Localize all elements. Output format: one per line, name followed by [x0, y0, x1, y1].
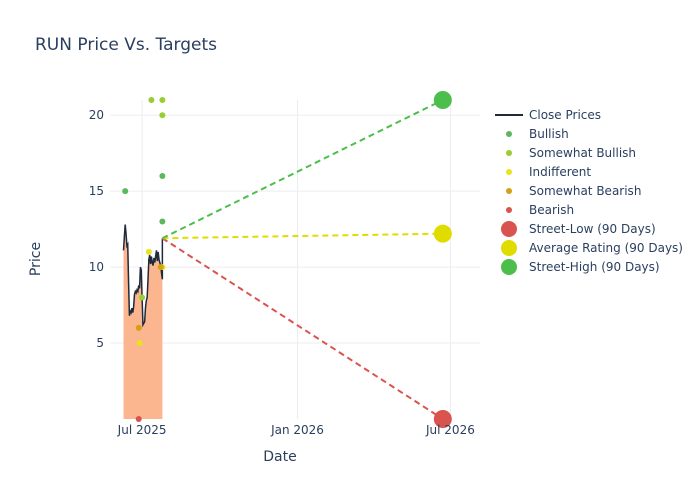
- target-line: [162, 232, 443, 240]
- y-tick-label: 10: [89, 260, 104, 274]
- rating-point: [159, 172, 166, 179]
- legend-swatch-dot: [506, 150, 512, 156]
- legend-swatch-dot: [506, 188, 512, 194]
- x-axis-label: Date: [263, 449, 296, 465]
- plot-layer: [122, 91, 452, 428]
- chart-title: RUN Price Vs. Targets: [35, 35, 217, 55]
- rating-point: [135, 416, 142, 422]
- rating-point: [122, 188, 129, 195]
- y-tick-label: 5: [96, 336, 104, 350]
- x-tick-label: Jan 2026: [270, 423, 324, 437]
- legend-label: Bullish: [529, 127, 569, 141]
- rating-point: [148, 97, 155, 103]
- rating-point: [136, 340, 143, 347]
- y-tick-label: 15: [89, 184, 104, 198]
- legend-label: Close Prices: [529, 108, 601, 122]
- legend-swatch-marker: [501, 259, 517, 275]
- target-line: [161, 99, 444, 240]
- rating-point: [157, 264, 164, 271]
- legend-label: Somewhat Bearish: [529, 184, 641, 198]
- legend-label: Somewhat Bullish: [529, 146, 636, 160]
- rating-point: [159, 112, 166, 119]
- rating-point: [159, 218, 166, 225]
- axis-layer: 5 10 15 20 Jul 2025 Jan 2026 Jul 2026: [89, 108, 475, 437]
- legend-label: Street-High (90 Days): [529, 260, 660, 274]
- target-marker: [433, 91, 452, 109]
- y-axis-label: Price: [28, 242, 44, 276]
- legend-label: Street-Low (90 Days): [529, 222, 656, 236]
- legend-swatch-marker: [501, 240, 517, 256]
- legend-label: Indifferent: [529, 165, 591, 179]
- target-line: [161, 237, 444, 420]
- y-tick-label: 20: [89, 108, 104, 122]
- legend-swatch-dot: [506, 131, 512, 137]
- rating-point: [159, 97, 166, 103]
- rating-point: [145, 248, 152, 255]
- close-price-line: [122, 224, 164, 328]
- target-marker: [433, 224, 452, 243]
- rating-point: [135, 324, 142, 331]
- legend-swatch-dot: [506, 169, 512, 175]
- x-tick-label: Jul 2026: [425, 423, 475, 437]
- x-tick-label: Jul 2025: [117, 423, 167, 437]
- legend-label: Bearish: [529, 203, 574, 217]
- legend-label: Average Rating (90 Days): [529, 241, 683, 255]
- target-marker: [433, 410, 452, 428]
- legend-swatch-marker: [501, 221, 517, 237]
- rating-point: [139, 294, 146, 301]
- legend: Close Prices Bullish Somewhat Bullish Indif…: [495, 108, 683, 275]
- close-price-area: [123, 224, 163, 419]
- grid-layer: [110, 100, 480, 419]
- legend-swatch-dot: [506, 207, 512, 213]
